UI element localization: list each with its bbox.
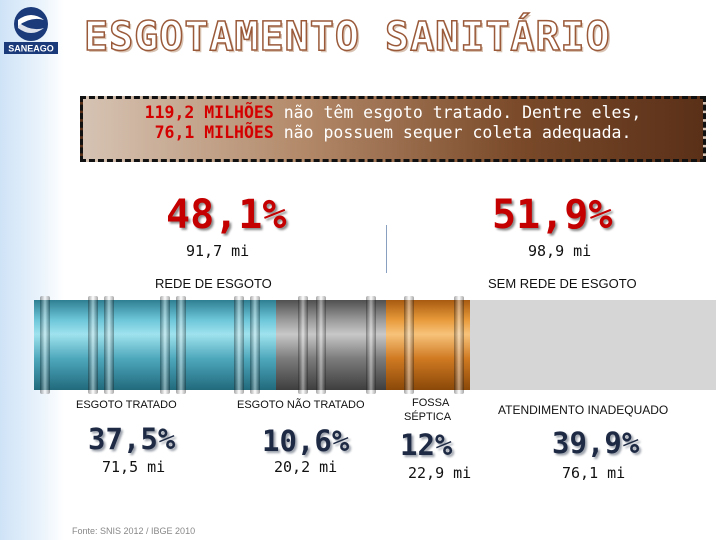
pipe-segment-fossa	[386, 296, 472, 394]
rede-percent: 48,1%	[166, 192, 287, 238]
segment-percent-fossa: 12%	[400, 428, 453, 462]
pipe-segment-inadequado	[470, 300, 716, 390]
segment-label-tratado: ESGOTO TRATADO	[76, 399, 177, 411]
segment-amount-inadequado: 76,1 mi	[562, 464, 626, 482]
sem-rede-amount: 98,9 mi	[528, 242, 592, 260]
pipe-ring	[316, 296, 326, 394]
pipe-ring	[298, 296, 308, 394]
banner-highlight-1: 119,2 MILHÕES	[144, 103, 274, 122]
segment-label-nao-tratado: ESGOTO NÃO TRATADO	[237, 399, 365, 411]
pipe-ring	[176, 296, 186, 394]
pipe-ring	[454, 296, 464, 394]
logo-text: SANEAGO	[8, 44, 54, 54]
banner-highlight-2: 76,1 MILHÕES	[154, 123, 274, 142]
summary-divider	[386, 225, 387, 273]
banner-line-2: 76,1 MILHÕES não possuem sequer coleta a…	[83, 123, 703, 142]
segment-label-fossa-2: SÉPTICA	[404, 411, 452, 423]
banner-text-2: não possuem sequer coleta adequada.	[273, 123, 632, 142]
segment-amount-fossa: 22,9 mi	[408, 464, 472, 482]
saneago-logo-icon: SANEAGO	[4, 7, 58, 54]
pipe-segment-nao-tratado	[276, 296, 388, 394]
pipe-ring	[250, 296, 260, 394]
rede-amount: 91,7 mi	[186, 242, 250, 260]
segment-percent-inadequado: 39,9%	[552, 426, 640, 460]
pipe-ring	[160, 296, 170, 394]
segment-percent-nao-tratado: 10,6%	[262, 424, 350, 458]
banner-text-1: não têm esgoto tratado. Dentre eles,	[273, 103, 642, 122]
pipe-segment-tratado	[34, 296, 278, 394]
rede-label: REDE DE ESGOTO	[155, 276, 272, 291]
segment-amount-tratado: 71,5 mi	[102, 458, 166, 476]
pipe-ring	[234, 296, 244, 394]
segment-label-fossa-1: FOSSA	[412, 397, 450, 409]
pipe-ring	[40, 296, 50, 394]
source-note: Fonte: SNIS 2012 / IBGE 2010	[72, 526, 196, 536]
pipe-ring	[404, 296, 414, 394]
info-banner: 119,2 MILHÕES não têm esgoto tratado. De…	[80, 96, 706, 162]
banner-line-1: 119,2 MILHÕES não têm esgoto tratado. De…	[83, 103, 703, 122]
pipe-ring	[366, 296, 376, 394]
segment-amount-nao-tratado: 20,2 mi	[274, 458, 338, 476]
sem-rede-label: SEM REDE DE ESGOTO	[488, 276, 637, 291]
page-title: ESGOTAMENTO SANITÁRIO	[83, 13, 611, 61]
pipe-ring	[88, 296, 98, 394]
sidebar: SANEAGO	[0, 0, 64, 540]
segment-label-inadequado: ATENDIMENTO INADEQUADO	[498, 403, 669, 417]
pipe-ring	[104, 296, 114, 394]
segment-percent-tratado: 37,5%	[88, 422, 176, 456]
sem-rede-percent: 51,9%	[492, 192, 613, 238]
